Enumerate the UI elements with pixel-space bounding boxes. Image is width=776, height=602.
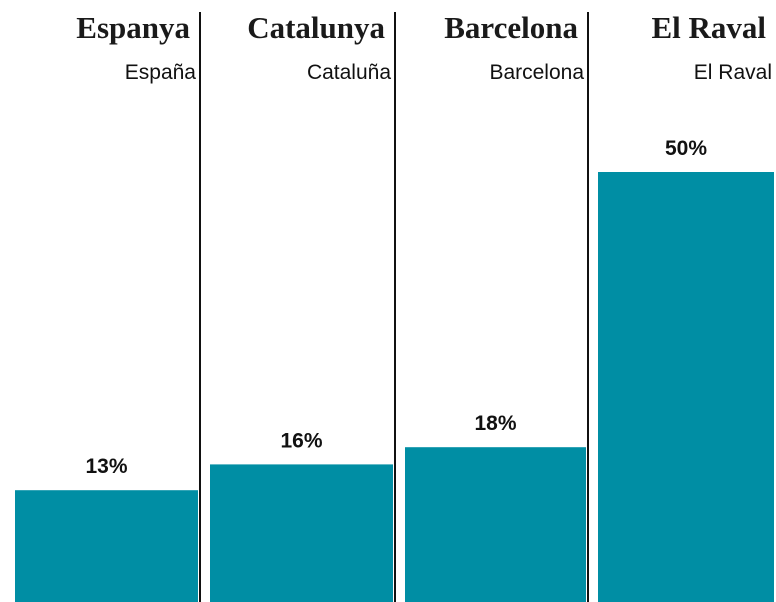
category-subtitle: El Raval [694, 61, 772, 84]
bar [405, 447, 586, 602]
bar [598, 172, 774, 602]
bar [210, 464, 393, 602]
category-subtitle: Barcelona [489, 61, 584, 84]
category-label: El Raval [651, 10, 766, 45]
category-label: Espanya [76, 10, 190, 45]
value-label: 18% [474, 412, 516, 435]
category-label: Catalunya [247, 10, 385, 45]
value-label: 50% [665, 137, 707, 160]
value-label: 16% [280, 429, 322, 452]
category-subtitle: España [125, 61, 197, 84]
chart: Espanya España 13% Catalunya Cataluña 16% Barc… [0, 0, 776, 602]
category-label: Barcelona [444, 10, 578, 45]
value-label: 13% [85, 455, 127, 478]
bar [15, 490, 198, 602]
category-subtitle: Cataluña [307, 61, 391, 84]
